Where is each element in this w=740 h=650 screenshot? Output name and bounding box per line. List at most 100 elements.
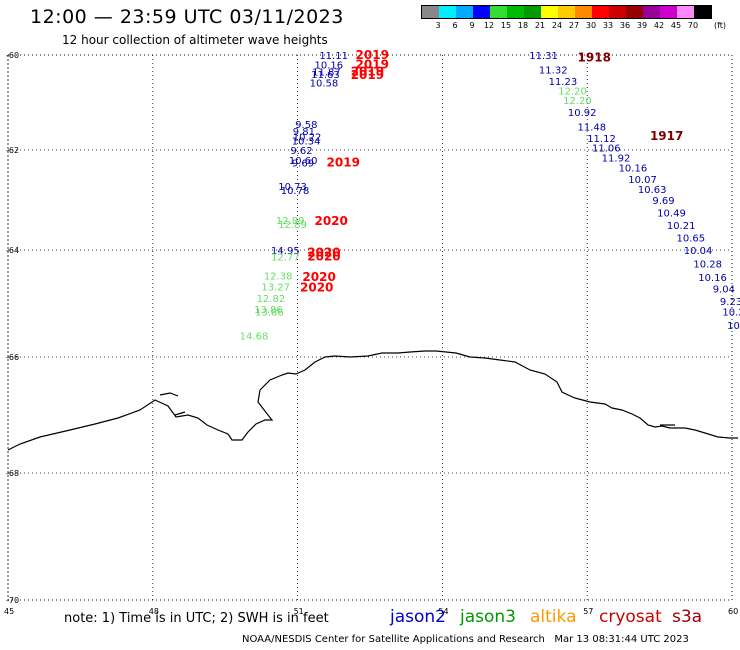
swh-value-label: 12.20 [558,87,587,98]
longitude-label: 57 [583,607,593,616]
swh-value-label: 10.22 [293,133,322,144]
legend-swatch [439,6,456,18]
swh-value-label: 14.95 [271,246,300,257]
swh-value-label: 10.28 [693,259,722,270]
swh-value-label: 10.58 [310,79,339,90]
swh-value-label: 12.38 [264,272,293,283]
swh-value-label: 9.58 [295,120,317,131]
legend-tick-label: 3 [435,21,441,30]
swh-value-label: 11.23 [549,77,578,88]
swh-value-label: 11.92 [602,154,631,165]
coastline-islands [159,392,675,426]
latitude-label: -70 [6,596,19,605]
longitude-label: 60 [728,607,738,616]
longitude-label: 51 [294,607,304,616]
legend-swatches [421,5,712,19]
swh-value-label: 10.34 [292,137,321,148]
legend-swatch [643,6,660,18]
legend-swatch [524,6,541,18]
legend-tick-label: 45 [670,21,682,30]
swh-value-label: 9.81 [293,127,315,138]
satellite-legend-altika: altika [530,607,577,627]
satellite-legend-jason3: jason3 [460,607,516,627]
legend-tick-label: 36 [619,21,631,30]
swh-value-label: 12.89 [276,216,305,227]
swh-value-label: 14.68 [240,332,269,343]
legend-swatch [660,6,677,18]
satellite-legend-cryosat: cryosat [599,607,662,627]
page-title: 12:00 — 23:59 UTC 03/11/2023 [30,6,344,28]
latitude-label: -64 [6,246,19,255]
legend-unit-label: (ft) [713,21,727,30]
swh-value-label: 10.73 [278,182,307,193]
footer-credit: NOAA/NESDIS Center for Satellite Applica… [242,634,689,645]
time-label: 2019 [351,65,384,79]
legend-swatch [609,6,626,18]
swh-value-label: 11.48 [578,122,607,133]
swh-value-label: 11.63 [311,70,340,81]
swh-value-label: 10.29 [722,308,740,319]
legend-swatch [558,6,575,18]
legend-swatch [456,6,473,18]
coastline-path [7,350,738,451]
swh-value-label: 12.89 [278,220,307,231]
swh-value-label: 10.65 [676,234,705,245]
time-label: 2019 [327,156,360,170]
legend-tick-label: 9 [469,21,475,30]
legend-tick-label: 21 [534,21,546,30]
swh-value-label: 13.86 [255,308,284,319]
page-subtitle: 12 hour collection of altimeter wave hei… [62,33,328,47]
swh-value-label: 10.60 [289,156,318,167]
latitude-label: -60 [6,51,19,60]
legend-swatch [490,6,507,18]
time-label: 2020 [302,270,335,284]
lat-lon-grid: -60 -62 -64 -66 -68 -70 45 48 51 54 57 60 [4,51,738,616]
time-label: 1918 [578,50,611,64]
swh-value-label: 9.23 [720,297,740,308]
swh-value-label: 12.20 [563,96,592,107]
swh-value-label: 13.86 [254,305,283,316]
map-frame [7,54,733,601]
time-label: 1917 [650,129,683,143]
swh-value-label: 10.16 [698,273,727,284]
legend-swatch [592,6,609,18]
swh-value-label: 10.78 [281,186,310,197]
swh-value-label: 10.04 [684,246,713,257]
legend-swatch [541,6,558,18]
time-label: 2019 [356,48,389,62]
legend-tick-label: 18 [517,21,529,30]
satellite-legend-jason2: jason2 [390,607,446,627]
legend-swatch [677,6,694,18]
swh-value-label: 11.11 [319,51,348,62]
swh-value-label: 11.32 [539,65,568,76]
swh-value-label: 9.04 [713,285,735,296]
swh-value-label: 12.82 [257,294,286,305]
longitude-label: 48 [149,607,159,616]
legend-tick-label: 42 [653,21,665,30]
time-label: 2019 [356,58,389,72]
swh-value-label: 10.16 [314,61,343,72]
swh-value-label: 9.69 [292,159,314,170]
swh-value-label: 9.69 [652,196,674,207]
longitude-label: 54 [438,607,448,616]
legend-tick-label: 70 [687,21,699,30]
swh-value-label: 10.63 [638,185,667,196]
swh-value-label: 11.87 [312,68,341,79]
time-label: 2020 [300,280,333,294]
legend-swatch [422,6,439,18]
swh-value-label: 10.92 [568,108,597,119]
legend-swatch [507,6,524,18]
swh-value-label: 11.31 [529,51,558,62]
legend-tick-label: 30 [585,21,597,30]
latitude-label: -68 [6,469,19,478]
legend-tick-label: 27 [568,21,580,30]
time-label: 2020 [314,214,347,228]
legend-swatch [694,6,711,18]
footer-note: note: 1) Time is in UTC; 2) SWH is in fe… [64,611,329,626]
swh-value-label: 12.77 [271,252,300,263]
swh-value-label: 11.06 [592,144,621,155]
legend-swatch [626,6,643,18]
